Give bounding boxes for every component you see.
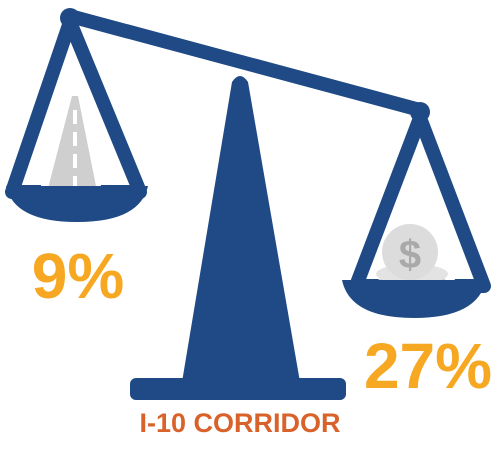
left-pan [6,22,148,222]
left-pan-bowl [6,186,148,222]
left-percentage: 9% [32,240,125,312]
page: {"left_pan": {"label": "9%"}, "right_pan… [0,0,503,450]
balance-scale-infographic: $ 9% 27% I-10 CORRIDOR [0,0,503,450]
caption: I-10 CORRIDOR [139,408,340,438]
right-pan-bowl [342,280,486,318]
scale-cone [182,76,300,382]
coin-symbol: $ [399,233,421,277]
right-pan: $ [342,118,486,318]
right-percentage: 27% [364,330,492,402]
scale-base [130,378,346,400]
